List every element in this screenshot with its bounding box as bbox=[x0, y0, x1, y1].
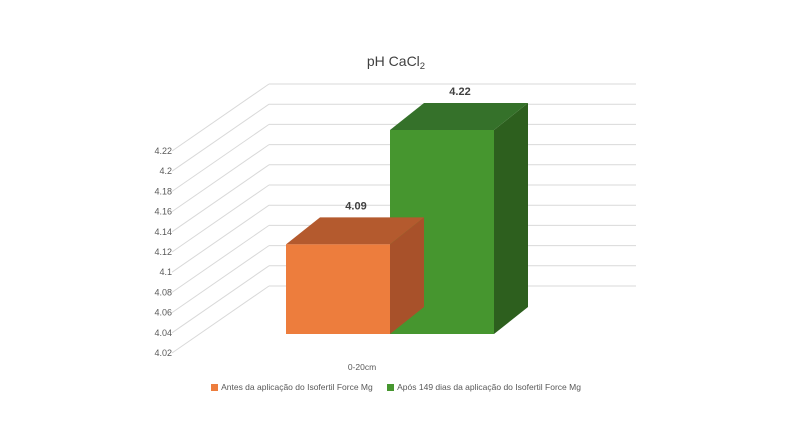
x-category-label: 0-20cm bbox=[348, 362, 376, 372]
gridline-depth bbox=[171, 285, 270, 354]
y-tick-label: 4.22 bbox=[154, 146, 172, 156]
legend-swatch-before bbox=[211, 384, 219, 391]
gridline-depth bbox=[171, 83, 270, 152]
y-tick-label: 4.02 bbox=[154, 348, 172, 358]
gridline-depth bbox=[171, 224, 270, 293]
gridline-depth bbox=[171, 265, 270, 334]
bar-top bbox=[286, 217, 424, 245]
y-tick-label: 4.12 bbox=[154, 247, 172, 257]
y-tick-label: 4.1 bbox=[159, 267, 172, 277]
y-axis: 4.02 4.04 4.06 4.08 4.1 4.12 4.14 4.16 4.18 4.2 4.… bbox=[154, 146, 172, 358]
bars bbox=[286, 103, 528, 334]
data-label: 4.09 bbox=[345, 200, 366, 212]
gridline-depth bbox=[171, 103, 270, 172]
data-labels: 4.22 4.09 bbox=[345, 86, 470, 212]
y-tick-label: 4.04 bbox=[154, 328, 172, 338]
legend: Antes da aplicação do Isofertil Force Mg… bbox=[0, 382, 792, 392]
gridline-depth bbox=[171, 245, 270, 314]
bar-top bbox=[390, 103, 528, 130]
y-tick-label: 4.16 bbox=[154, 207, 172, 217]
gridline-depth bbox=[171, 184, 270, 253]
bar bbox=[286, 244, 390, 334]
y-tick-label: 4.08 bbox=[154, 287, 172, 297]
y-tick-label: 4.2 bbox=[159, 166, 172, 176]
bar-side bbox=[494, 103, 528, 334]
data-label: 4.22 bbox=[449, 86, 470, 98]
legend-label-before: Antes da aplicação do Isofertil Force Mg bbox=[221, 382, 373, 392]
legend-swatch-after bbox=[387, 384, 395, 391]
legend-item-before: Antes da aplicação do Isofertil Force Mg bbox=[211, 382, 373, 392]
chart-title: pH CaCl2 bbox=[367, 53, 425, 72]
gridline-depth bbox=[171, 164, 270, 233]
legend-item-after: Após 149 dias da aplicação do Isofertil … bbox=[387, 382, 581, 392]
y-tick-label: 4.14 bbox=[154, 227, 172, 237]
gridline-depth bbox=[171, 123, 270, 192]
y-tick-label: 4.06 bbox=[154, 308, 172, 318]
bar-side bbox=[390, 217, 424, 334]
gridline-depth bbox=[171, 204, 270, 273]
legend-label-after: Após 149 dias da aplicação do Isofertil … bbox=[397, 382, 581, 392]
y-tick-label: 4.18 bbox=[154, 186, 172, 196]
gridline-depth bbox=[171, 144, 270, 213]
